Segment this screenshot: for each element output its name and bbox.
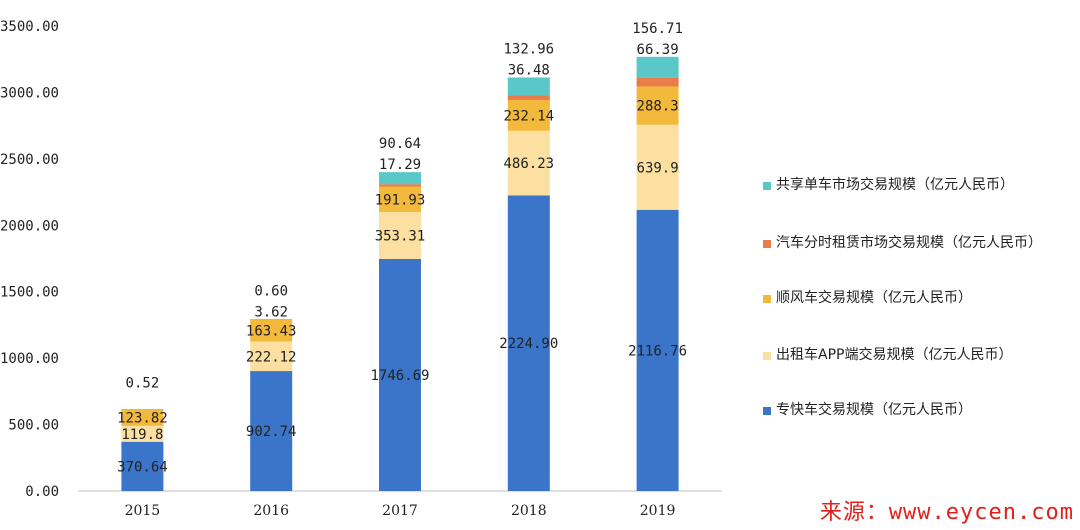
data-label: 639.9 [637,160,679,176]
bar-segment [121,409,164,410]
data-label: 119.8 [121,427,163,443]
bar-segment [636,56,679,78]
legend-label: 出租车APP端交易规模（亿元人民币） [776,347,1013,363]
bar-segment [379,172,421,185]
bar-segment [250,319,293,320]
legend-item: 顺风车交易规模（亿元人民币） [763,288,1073,309]
data-label: 132.96 [504,41,555,57]
bar-segment [121,409,164,426]
legend-swatch [763,295,771,303]
y-tick-label: 500.00 [8,418,59,434]
y-tick-label: 2500.00 [0,152,59,168]
data-label: 353.31 [375,228,426,244]
data-label: 0.60 [254,283,288,299]
legend-swatch [763,182,771,190]
legend-swatch [763,240,771,248]
x-tick-label: 2016 [253,503,289,519]
data-label: 156.71 [632,21,683,37]
data-label: 3.62 [254,304,288,320]
legend-label: 专快车交易规模（亿元人民币） [776,402,972,418]
bar-segment [250,371,293,491]
bar-segment [507,95,550,100]
data-label: 36.48 [508,62,550,78]
bar-segment [250,341,293,372]
data-label: 222.12 [246,349,297,365]
x-tick-label: 2018 [511,503,547,519]
x-tick-label: 2015 [125,503,161,519]
source-note: 来源：www.eycen.com [819,500,1074,525]
stacked-bar-chart: 0.00 500.00 1000.00 1500.00 2000.00 2500.00 30… [0,19,722,519]
data-label: 1746.69 [370,368,429,384]
data-label: 2224.90 [499,336,558,352]
y-tick-label: 3500.00 [0,19,59,35]
bar-segment [379,212,421,259]
legend-label: 顺风车交易规模（亿元人民币） [776,290,972,306]
y-tick-label: 2000.00 [0,218,59,234]
data-label: 123.82 [117,411,168,427]
x-tick-label: 2019 [640,503,676,519]
data-label: 370.64 [117,459,168,475]
data-label: 17.29 [379,157,421,173]
bar-segment [379,258,421,491]
legend-item: 出租车APP端交易规模（亿元人民币） [763,345,1073,366]
y-tick-label: 1500.00 [0,285,59,301]
data-label: 66.39 [637,42,679,58]
bar-segment [636,124,679,210]
bar-segment [507,77,550,96]
bar-segment [379,184,421,187]
bar-segment [507,195,550,492]
data-label: 2116.76 [628,343,687,359]
legend-item: 汽车分时租赁市场交易规模（亿元人民币） [763,233,1073,254]
bar-segment [250,319,293,342]
bar-segment [636,86,679,125]
bar-segment [636,209,679,491]
bar-segment [121,441,164,491]
y-tick-label: 0.00 [25,484,59,500]
data-label: 191.93 [375,192,426,208]
bar-segment [507,99,550,131]
data-label: 486.23 [504,156,555,172]
legend-swatch [763,407,771,415]
data-label: 902.74 [246,424,297,440]
data-label: 90.64 [379,136,421,152]
data-label: 232.14 [504,108,555,124]
legend-label: 共享单车市场交易规模（亿元人民币） [776,177,1014,193]
x-tick-label: 2017 [382,503,418,519]
bar-segment [379,186,421,212]
bar-segment [121,425,164,442]
bar-segment [507,130,550,196]
data-label: 0.52 [126,375,160,391]
bar-segment [636,77,679,87]
data-label: 288.3 [637,99,679,115]
legend-swatch [763,352,771,360]
legend-item: 专快车交易规模（亿元人民币） [763,400,1073,421]
y-tick-label: 3000.00 [0,85,59,101]
legend-label: 汽车分时租赁市场交易规模（亿元人民币） [776,235,1042,251]
data-label: 163.43 [246,324,297,340]
y-tick-label: 1000.00 [0,351,59,367]
legend-item: 共享单车市场交易规模（亿元人民币） [763,175,1073,196]
